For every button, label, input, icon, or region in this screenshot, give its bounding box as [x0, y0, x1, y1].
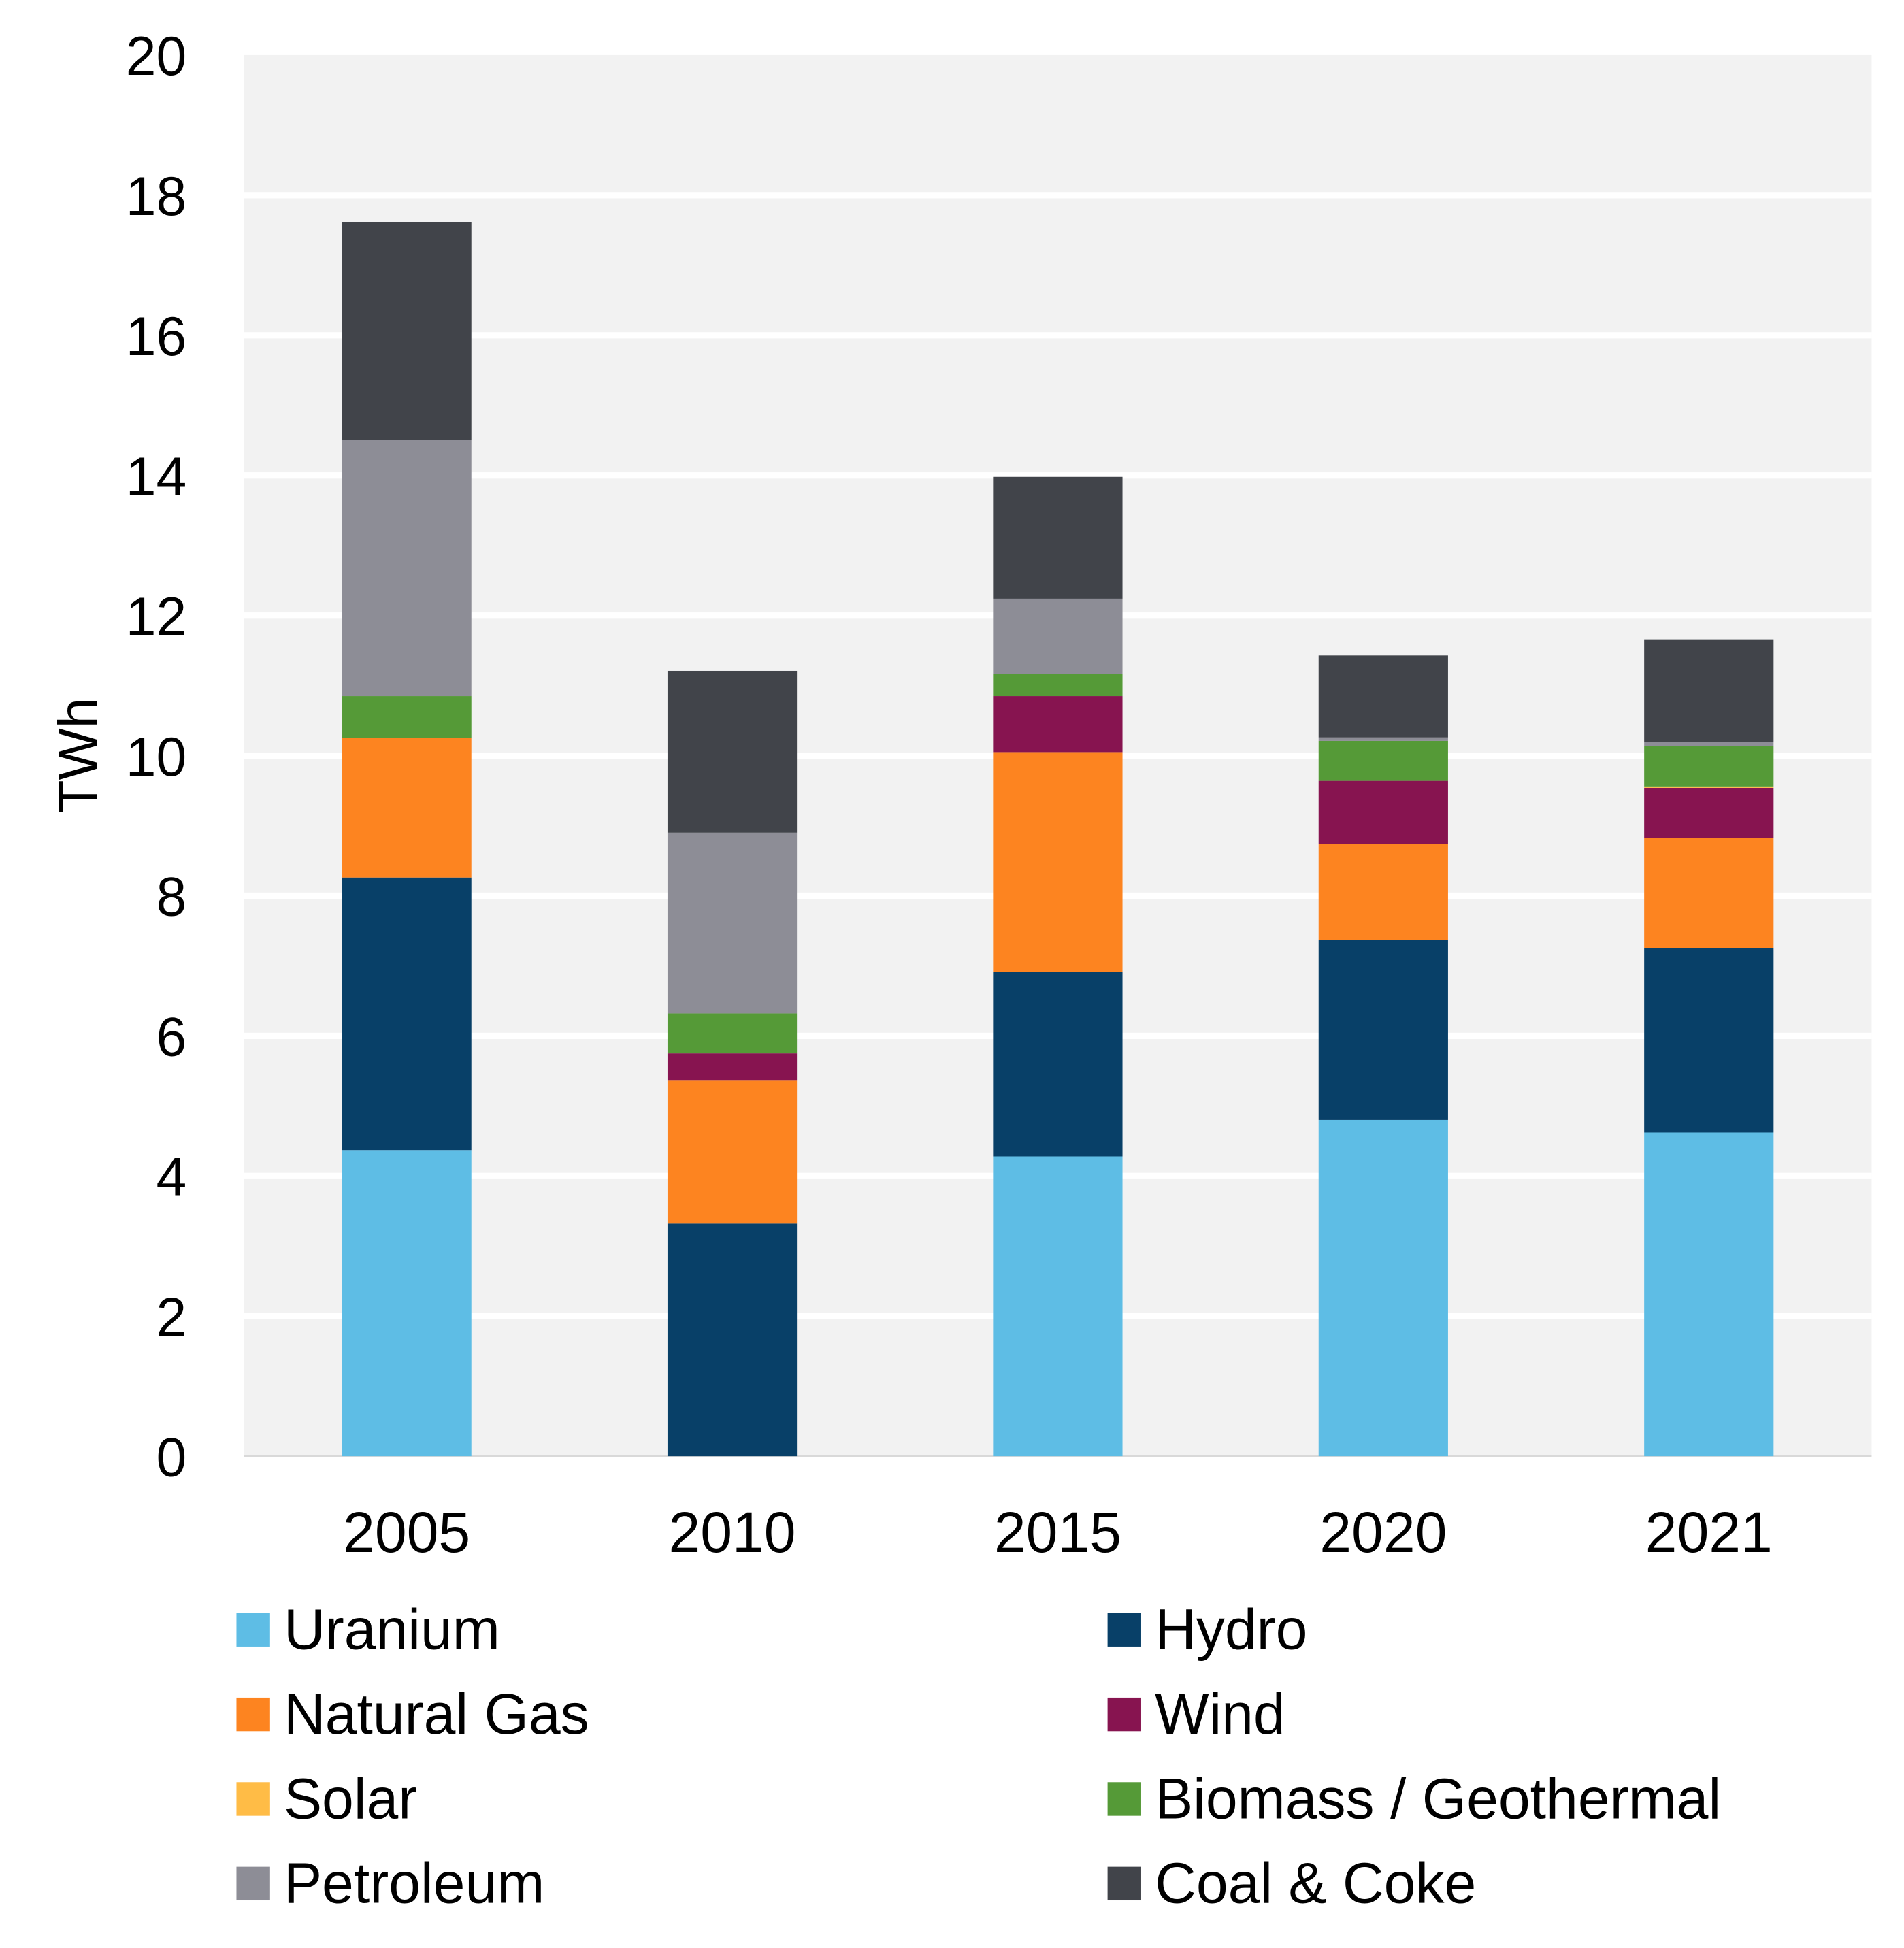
bar-segment-uranium-2005: [342, 1150, 472, 1457]
bar-segment-coal-coke-2021: [1644, 639, 1774, 742]
bar-segment-hydro-2015: [993, 972, 1123, 1157]
bar-segment-hydro-2020: [1318, 940, 1448, 1120]
legend-swatch: [236, 1782, 270, 1816]
x-tick-label: 2020: [1319, 1500, 1447, 1564]
bar-segment-coal-coke-2020: [1318, 655, 1448, 738]
bar-segment-coal-coke-2015: [993, 476, 1123, 599]
y-tick-label: 14: [126, 446, 187, 508]
legend-item: Uranium: [236, 1598, 500, 1662]
bar-segment-petroleum-2020: [1318, 737, 1448, 741]
legend-item: Hydro: [1107, 1598, 1307, 1662]
legend-item: Wind: [1107, 1682, 1285, 1746]
bar-segment-biomass-geothermal-2020: [1318, 740, 1448, 781]
bar-segment-coal-coke-2010: [667, 670, 798, 833]
y-tick-label: 20: [126, 26, 187, 87]
bar-segment-solar-2021: [1644, 786, 1774, 788]
legend-item: Coal & Coke: [1107, 1851, 1476, 1915]
legend-label: Coal & Coke: [1155, 1851, 1476, 1915]
legend-item: Natural Gas: [236, 1682, 589, 1746]
bar-segment-biomass-geothermal-2010: [667, 1013, 798, 1054]
legend-item: Petroleum: [236, 1851, 544, 1915]
bar-segment-wind-2020: [1318, 780, 1448, 844]
legend-label: Wind: [1155, 1682, 1285, 1746]
bar-segment-biomass-geothermal-2005: [342, 696, 472, 738]
bar-segment-natural-gas-2020: [1318, 844, 1448, 940]
y-tick-label: 16: [126, 306, 187, 367]
bar-segment-hydro-2005: [342, 877, 472, 1151]
legend-label: Hydro: [1155, 1598, 1307, 1662]
x-tick-label: 2015: [994, 1500, 1121, 1564]
legend-label: Solar: [284, 1766, 417, 1830]
y-tick-label: 6: [157, 1007, 187, 1068]
y-tick-label: 12: [126, 587, 187, 648]
legend-label: Natural Gas: [284, 1682, 589, 1746]
bar-segment-petroleum-2010: [667, 832, 798, 1014]
bar-segment-natural-gas-2010: [667, 1080, 798, 1224]
bar-segment-wind-2021: [1644, 787, 1774, 838]
x-tick-label: 2021: [1645, 1500, 1773, 1564]
bar-segment-hydro-2010: [667, 1223, 798, 1457]
legend-item: Biomass / Geothermal: [1107, 1766, 1721, 1830]
y-tick-label: 2: [157, 1287, 187, 1348]
y-tick-label: 18: [126, 166, 187, 227]
bar-segment-wind-2015: [993, 696, 1123, 753]
bar-segment-uranium-2021: [1644, 1132, 1774, 1457]
y-tick-label: 8: [157, 867, 187, 928]
bar-segment-petroleum-2015: [993, 598, 1123, 674]
legend-item: Solar: [236, 1766, 417, 1830]
legend-label: Biomass / Geothermal: [1155, 1766, 1721, 1830]
legend-swatch: [236, 1613, 270, 1647]
bar-segment-natural-gas-2005: [342, 738, 472, 878]
legend-swatch: [1107, 1782, 1141, 1816]
legend-swatch: [236, 1866, 270, 1901]
legend-swatch: [1107, 1866, 1141, 1901]
bar-segment-wind-2010: [667, 1053, 798, 1081]
legend-swatch: [236, 1697, 270, 1732]
bar-segment-biomass-geothermal-2021: [1644, 746, 1774, 787]
bar-segment-petroleum-2021: [1644, 742, 1774, 746]
bar-segment-petroleum-2005: [342, 440, 472, 697]
bar-segment-natural-gas-2015: [993, 752, 1123, 972]
x-tick-label: 2005: [343, 1500, 470, 1564]
legend-swatch: [1107, 1613, 1141, 1647]
bar-segment-uranium-2015: [993, 1156, 1123, 1457]
bar-segment-biomass-geothermal-2015: [993, 674, 1123, 697]
bar-segment-hydro-2021: [1644, 948, 1774, 1133]
legend-label: Petroleum: [284, 1851, 544, 1915]
bar-segment-coal-coke-2005: [342, 222, 472, 440]
y-tick-label: 0: [157, 1427, 187, 1488]
bar-segment-natural-gas-2021: [1644, 838, 1774, 948]
legend-swatch: [1107, 1697, 1141, 1732]
x-tick-label: 2010: [668, 1500, 795, 1564]
y-axis-label: TWh: [48, 698, 110, 814]
bar-segment-uranium-2020: [1318, 1119, 1448, 1457]
y-tick-label: 4: [157, 1147, 187, 1208]
y-tick-label: 10: [126, 727, 187, 788]
legend-label: Uranium: [284, 1598, 500, 1662]
